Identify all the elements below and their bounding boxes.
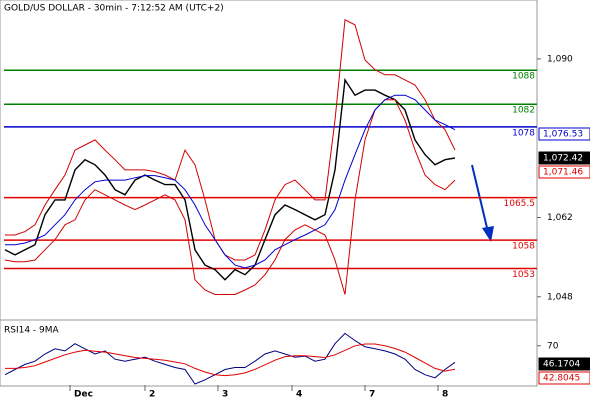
y-tick-label: 1,062 [547,213,573,223]
rsi-tick-label: 70 [547,341,559,351]
series-line [5,19,456,261]
value-box [538,357,590,371]
level-label: 1078 [512,128,535,138]
level-label: 1053 [512,270,535,280]
level-label: 1082 [512,106,535,116]
value-box-label: 46.1704 [543,360,580,370]
level-label: 1058 [512,242,535,252]
rsi-title: RSI14 - 9MA [4,326,60,336]
value-box-label: 42.8045 [543,374,580,384]
forecast-arrow [471,164,494,242]
value-box [538,371,590,385]
y-tick-label: 1,090 [547,54,573,64]
price-panel [0,0,538,321]
level-label: 1065.5 [504,199,536,209]
series-line [5,94,456,269]
value-box [538,151,590,165]
x-tick-label: 3 [222,390,228,400]
x-tick-label: 2 [149,390,155,400]
rsi-line [5,343,456,377]
value-box-label: 1,076.53 [543,130,583,140]
value-box-label: 1,072.42 [543,154,583,164]
level-label: 1088 [512,72,535,82]
value-box [538,165,590,179]
y-tick-label: 1,048 [547,292,573,302]
series-line [4,77,456,281]
rsi-line [4,332,456,385]
x-tick-label: 8 [442,390,448,400]
value-box [538,127,590,141]
value-box-label: 1,071.46 [543,168,583,178]
x-tick-label: 7 [369,390,375,400]
x-tick-label: 4 [296,390,302,400]
chart-title: GOLD/US DOLLAR - 30min - 7:12:52 AM (UTC… [4,4,224,14]
x-tick-label: Dec [74,390,93,400]
